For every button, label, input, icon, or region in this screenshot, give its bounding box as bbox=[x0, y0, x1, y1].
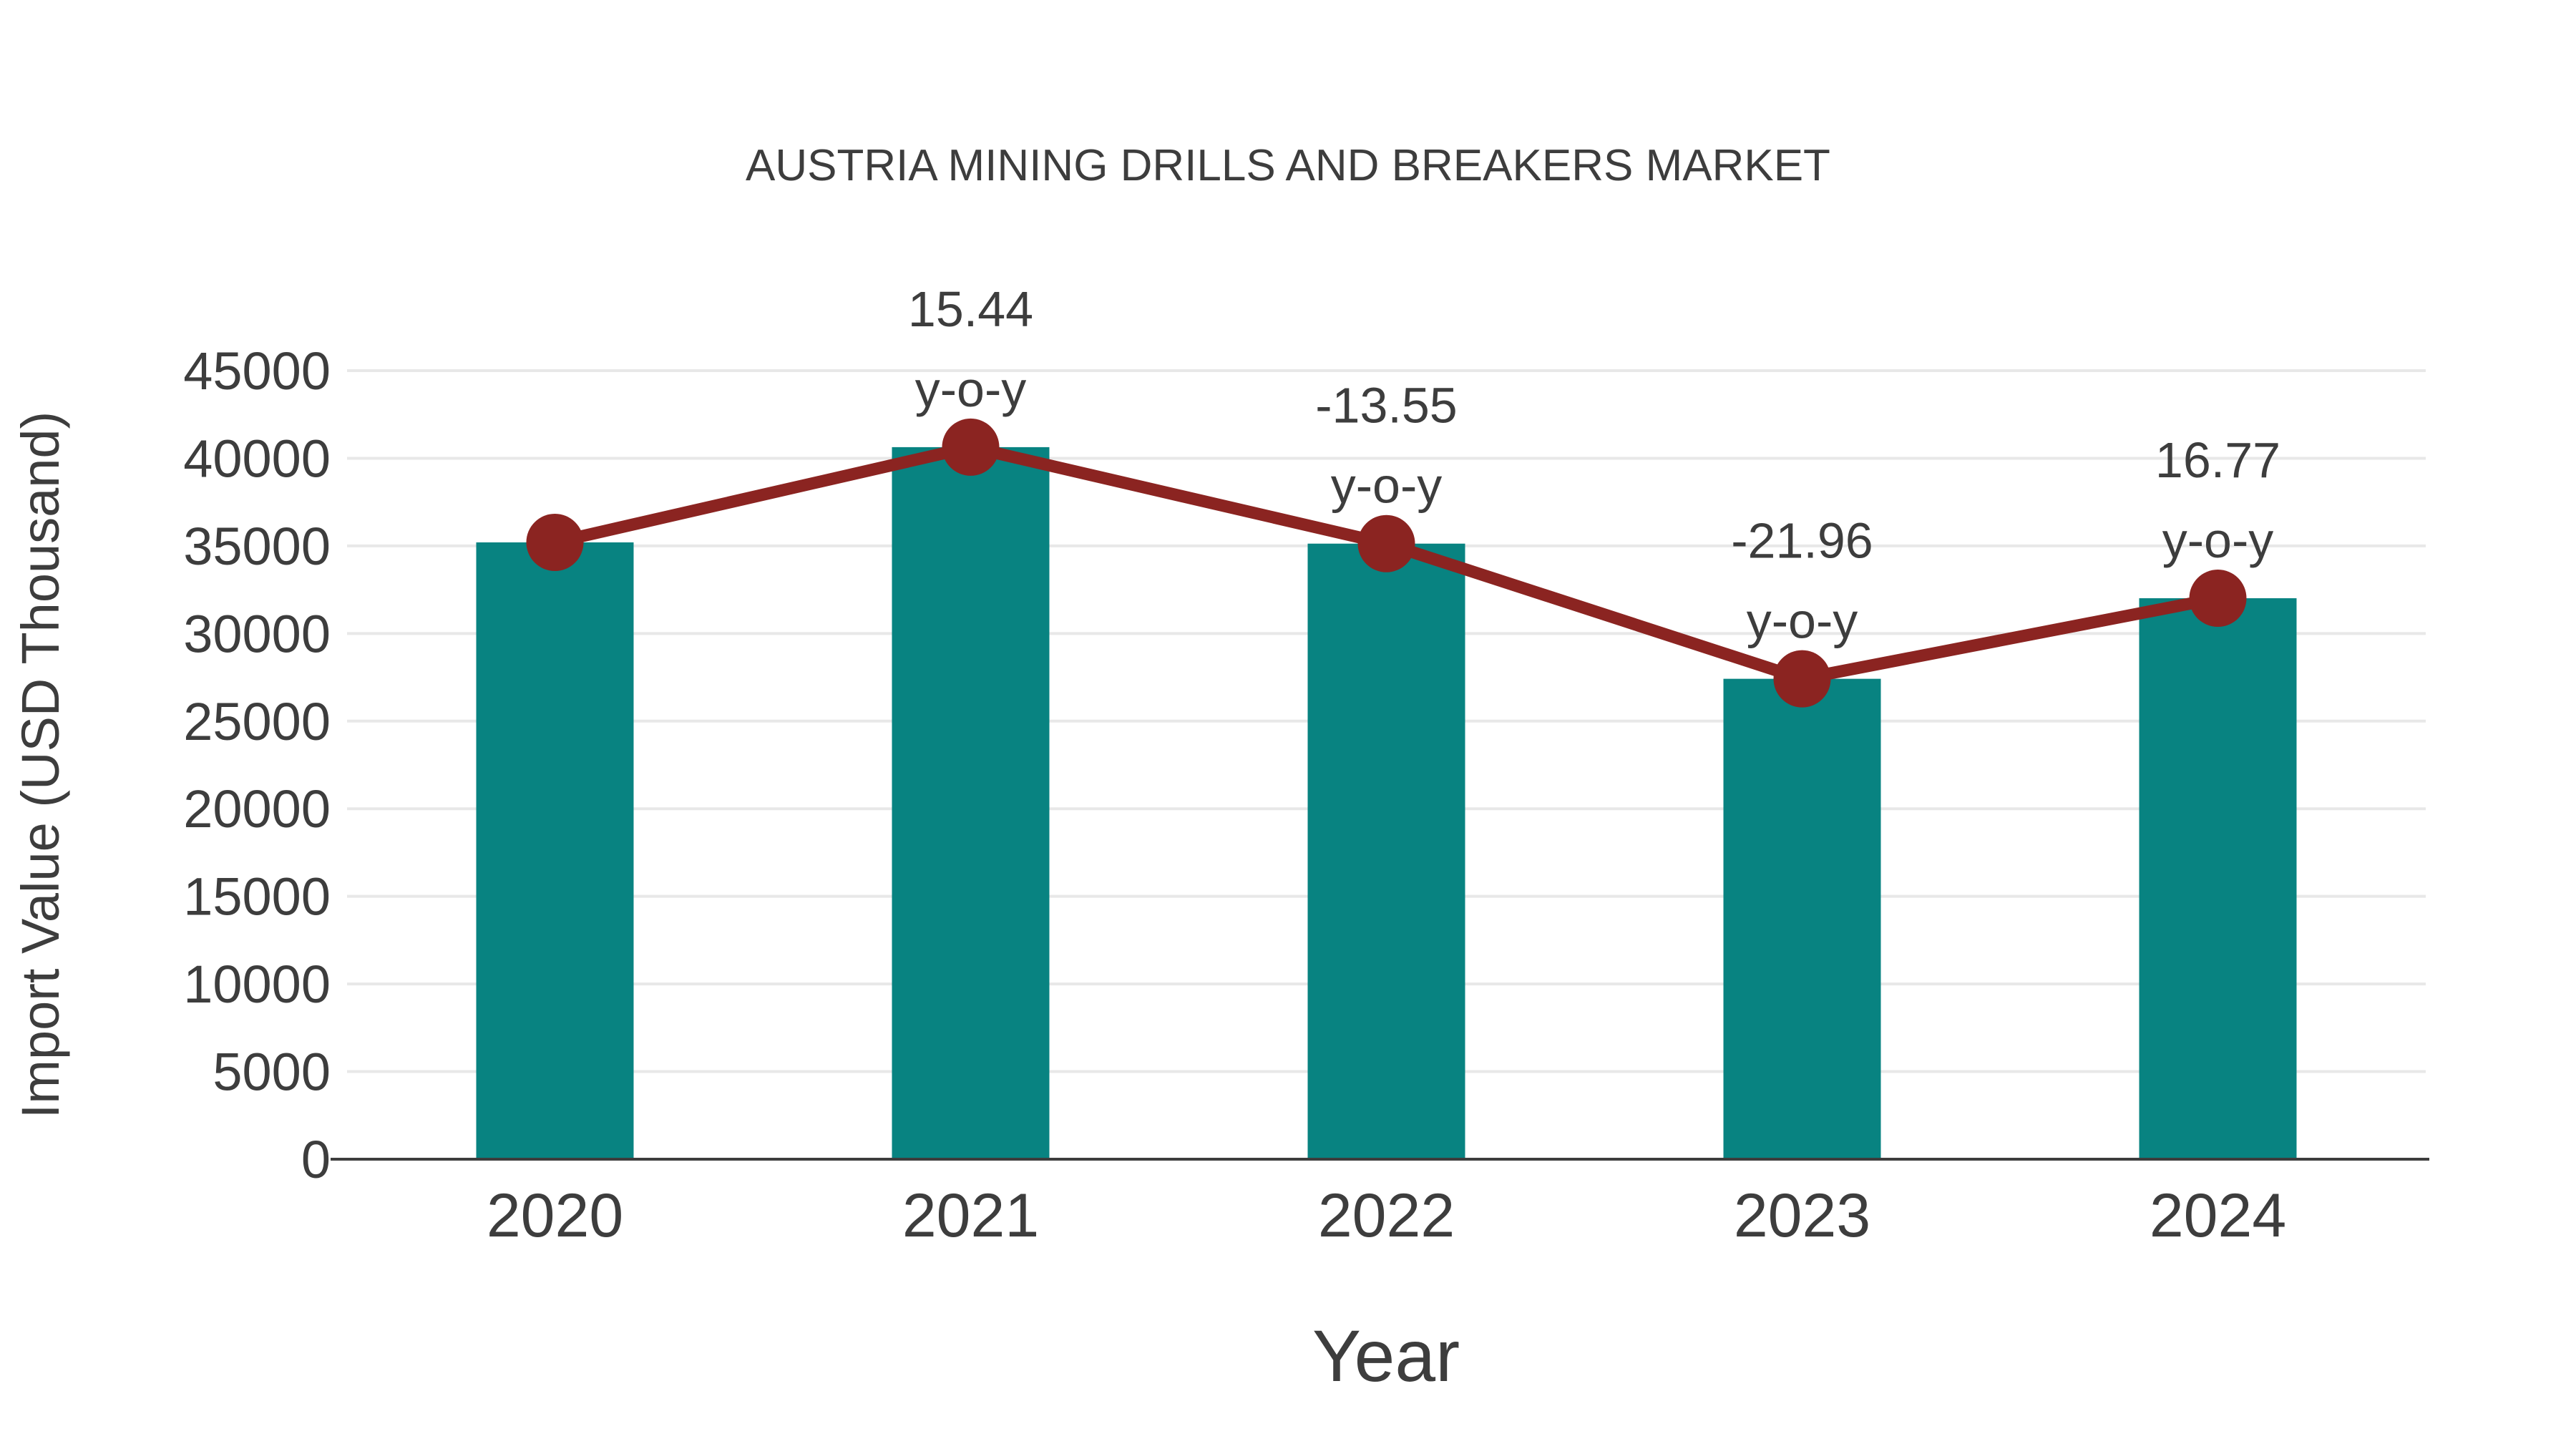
x-tick-label-2022: 2022 bbox=[1318, 1181, 1455, 1250]
marker-2024 bbox=[2189, 570, 2247, 628]
x-tick-label-2020: 2020 bbox=[487, 1181, 623, 1250]
chart-title: AUSTRIA MINING DRILLS AND BREAKERS MARKE… bbox=[746, 141, 1830, 190]
y-tick-labels: 0 5000 10000 15000 20000 25000 30000 35000 40000… bbox=[183, 341, 331, 1189]
y-tick-label-20000: 20000 bbox=[183, 779, 331, 839]
annotation-label-2023: y-o-y bbox=[1747, 593, 1858, 649]
bar-2020 bbox=[476, 542, 634, 1159]
y-tick-label-5000: 5000 bbox=[213, 1043, 331, 1102]
annotation-value-2022: -13.55 bbox=[1315, 378, 1457, 434]
marker-2021 bbox=[942, 418, 1000, 476]
marker-2022 bbox=[1357, 514, 1415, 572]
y-tick-label-15000: 15000 bbox=[183, 867, 331, 927]
annotation-label-2024: y-o-y bbox=[2162, 512, 2274, 568]
annotation-label-2022: y-o-y bbox=[1331, 458, 1443, 514]
annotation-value-2024: 16.77 bbox=[2155, 432, 2280, 488]
x-tick-label-2021: 2021 bbox=[902, 1181, 1039, 1250]
y-tick-label-25000: 25000 bbox=[183, 692, 331, 751]
bar-2023 bbox=[1723, 678, 1881, 1159]
y-tick-label-10000: 10000 bbox=[183, 955, 331, 1014]
bar-2022 bbox=[1307, 543, 1465, 1159]
annotation-label-2021: y-o-y bbox=[915, 361, 1027, 417]
marker-2023 bbox=[1773, 650, 1831, 708]
bar-2021 bbox=[892, 447, 1050, 1159]
y-tick-label-0: 0 bbox=[301, 1130, 331, 1189]
annotation-value-2023: -21.96 bbox=[1731, 513, 1873, 569]
y-axis-title: Import Value (USD Thousand) bbox=[11, 411, 70, 1119]
line-series bbox=[526, 418, 2247, 708]
x-tick-label-2023: 2023 bbox=[1734, 1181, 1870, 1250]
annotation-value-2021: 15.44 bbox=[908, 281, 1033, 337]
x-tick-label-2024: 2024 bbox=[2150, 1181, 2286, 1250]
x-tick-labels: 2020 2021 2022 2023 2024 bbox=[487, 1181, 2286, 1250]
y-tick-label-30000: 30000 bbox=[183, 604, 331, 663]
bar-series bbox=[476, 447, 2297, 1159]
bar-2024 bbox=[2139, 598, 2297, 1159]
y-tick-label-35000: 35000 bbox=[183, 517, 331, 576]
x-axis-title: Year bbox=[1312, 1315, 1460, 1397]
y-tick-label-45000: 45000 bbox=[183, 341, 331, 401]
marker-2020 bbox=[526, 513, 584, 571]
y-tick-label-40000: 40000 bbox=[183, 429, 331, 488]
annotations: 15.44 y-o-y -13.55 y-o-y -21.96 y-o-y 16.77 y-o… bbox=[908, 281, 2280, 649]
